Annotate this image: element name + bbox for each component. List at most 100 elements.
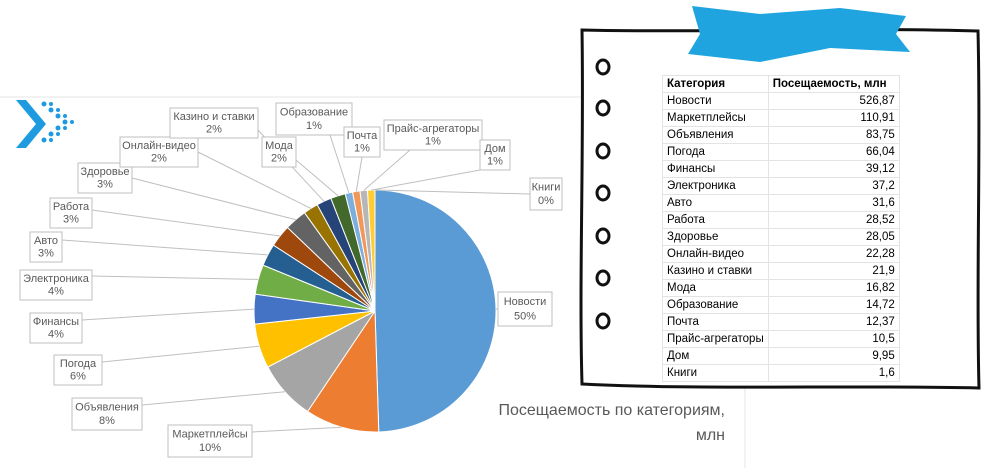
leader-line — [141, 391, 285, 406]
visits-cell: 16,82 — [767, 279, 900, 297]
label-box — [19, 269, 93, 301]
leader-line — [371, 169, 481, 191]
visits-cell: 37,2 — [767, 177, 900, 195]
label-box — [119, 136, 199, 168]
percent-label: 1% — [425, 136, 441, 148]
visits-cell: 22,28 — [767, 245, 900, 263]
label-box — [71, 397, 143, 431]
category-cell: Дом — [662, 347, 769, 365]
category-cell: Прайс-агрегаторы — [662, 330, 769, 348]
leader-line — [91, 209, 281, 237]
category-label: Работа — [53, 201, 90, 213]
tape — [688, 6, 910, 62]
category-cell: Почта — [662, 313, 769, 331]
label-box — [343, 126, 381, 158]
category-label: Онлайн-видео — [122, 140, 196, 152]
table-row: Онлайн-видео 22,28 — [662, 245, 900, 263]
percent-label: 1% — [306, 120, 322, 132]
visits-cell: 526,87 — [767, 92, 900, 110]
percent-label: 1% — [487, 156, 503, 168]
category-label: Казино и ставки — [173, 111, 254, 123]
percent-label: 3% — [38, 248, 54, 260]
visits-cell: 28,52 — [767, 211, 900, 229]
category-label: Здоровье — [80, 166, 129, 178]
column-header: Категория — [662, 75, 769, 93]
label-box — [77, 162, 133, 194]
category-cell: Новости — [662, 92, 769, 110]
visits-cell: 21,9 — [767, 262, 900, 280]
leader-line — [101, 345, 260, 363]
category-label: Книги — [532, 182, 561, 194]
percent-label: 4% — [48, 329, 64, 341]
column-header: Посещаемость, млн — [767, 75, 900, 93]
leader-line — [363, 149, 411, 191]
label-box — [49, 197, 93, 229]
category-label: Электроника — [23, 273, 90, 285]
table-row: Мода 16,82 — [662, 279, 900, 297]
table-row: Работа 28,52 — [662, 211, 900, 229]
leader-line — [131, 177, 296, 221]
leader-line — [197, 151, 311, 209]
category-cell: Финансы — [662, 160, 769, 178]
leader-line — [374, 189, 531, 195]
leader-line — [61, 239, 268, 256]
category-label: Почта — [347, 130, 378, 142]
leader-line — [251, 426, 342, 433]
visits-cell: 66,04 — [767, 143, 900, 161]
logo — [16, 100, 74, 148]
category-cell: Мода — [662, 279, 769, 297]
visits-cell: 110,91 — [767, 109, 900, 127]
chart-title: Посещаемость по категориям, млн — [498, 402, 725, 444]
percent-label: 2% — [271, 153, 287, 165]
table-row: Авто 31,6 — [662, 194, 900, 212]
rings — [595, 58, 611, 330]
category-label: Мода — [265, 140, 294, 152]
percent-label: 4% — [48, 286, 64, 298]
percent-label: 2% — [206, 124, 222, 136]
table-row: Финансы 39,12 — [662, 160, 900, 178]
label-box — [479, 139, 511, 171]
label-box — [29, 231, 63, 263]
label-box — [383, 119, 483, 151]
label-box — [261, 136, 297, 168]
category-label: Погода — [60, 358, 97, 370]
visits-cell: 12,37 — [767, 313, 900, 331]
table-row: Маркетплейсы 110,91 — [662, 109, 900, 127]
category-cell: Объявления — [662, 126, 769, 144]
category-cell: Маркетплейсы — [662, 109, 769, 127]
percent-label: 3% — [97, 179, 113, 191]
percent-label: 3% — [63, 214, 79, 226]
pie-slice — [306, 309, 380, 433]
visits-cell: 28,05 — [767, 228, 900, 246]
label-box — [53, 354, 103, 386]
label-box — [29, 312, 83, 344]
visits-cell: 1,6 — [767, 364, 900, 382]
category-label: Авто — [34, 235, 58, 247]
table-row: Объявления 83,75 — [662, 126, 900, 144]
category-cell: Здоровье — [662, 228, 769, 246]
leader-line — [329, 134, 350, 194]
percent-label: 0% — [538, 195, 554, 207]
category-cell: Казино и ставки — [662, 262, 769, 280]
visits-cell: 9,95 — [767, 347, 900, 365]
table-row: Электроника 37,2 — [662, 177, 900, 195]
category-label: Маркетплейсы — [172, 429, 247, 441]
table-row: Казино и ставки 21,9 — [662, 262, 900, 280]
leader-line — [81, 308, 255, 321]
category-label: Новости — [504, 296, 547, 308]
table-row: Прайс-агрегаторы 10,5 — [662, 330, 900, 348]
visits-cell: 10,5 — [767, 330, 900, 348]
percent-label: 10% — [199, 442, 221, 454]
data-table: Категория Посещаемость, млн Новости 526,8… — [662, 75, 900, 382]
table-row: Новости 526,87 — [662, 92, 900, 110]
leader-line — [355, 156, 363, 192]
category-cell: Онлайн-видео — [662, 245, 769, 263]
category-cell: Образование — [662, 296, 769, 314]
leader-line — [91, 275, 259, 280]
visits-cell: 39,12 — [767, 160, 900, 178]
label-box — [529, 177, 563, 211]
percent-label: 50% — [514, 310, 536, 322]
pie-slice — [374, 189, 497, 433]
table-row: Дом 9,95 — [662, 347, 900, 365]
